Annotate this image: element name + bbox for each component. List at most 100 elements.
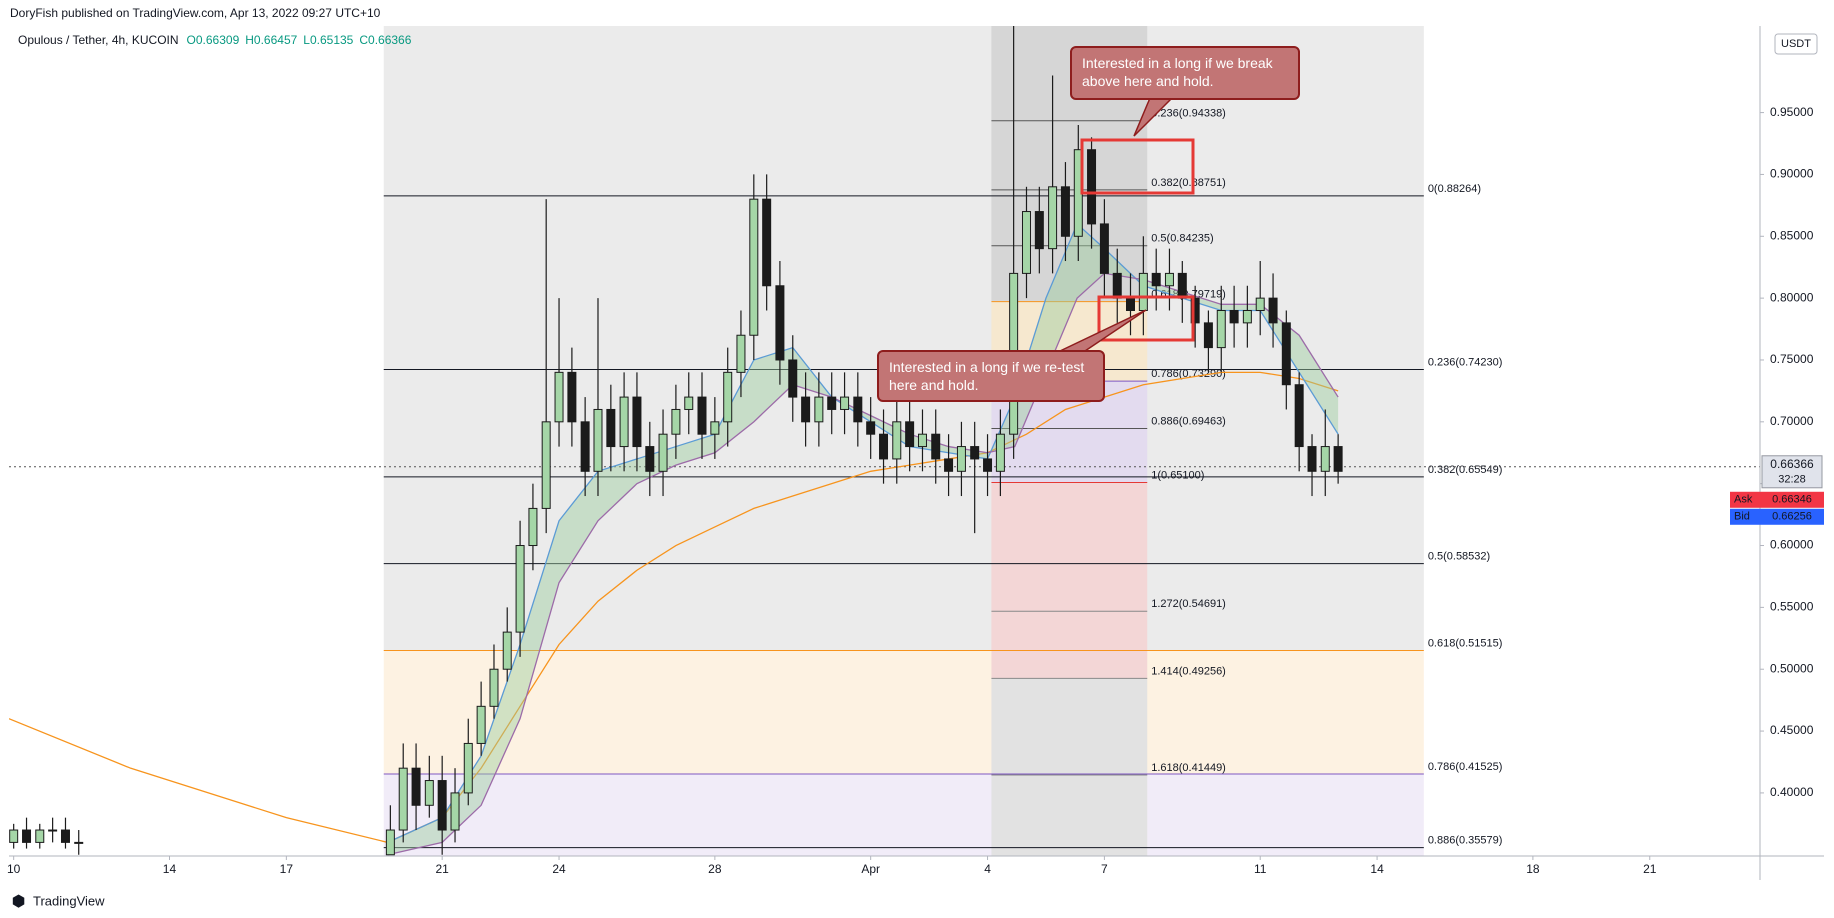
candle-body	[515, 545, 525, 633]
candle-body	[9, 829, 19, 843]
brand-logo: ⬢	[12, 893, 25, 910]
candle-body	[1242, 310, 1252, 324]
x-tick-label: 7	[1101, 862, 1108, 876]
y-tick-label: 0.85000	[1770, 228, 1814, 242]
x-tick-label: 28	[708, 862, 722, 876]
x-tick-label: 17	[280, 862, 294, 876]
published-line: DoryFish published on TradingView.com, A…	[10, 6, 381, 20]
x-tick-label: 24	[552, 862, 566, 876]
x-tick-label: 10	[7, 862, 21, 876]
candle-body	[593, 408, 603, 472]
bid-tag	[1730, 508, 1824, 525]
fib-label: 0.618(0.51515)	[1428, 637, 1503, 649]
fib-zone	[991, 482, 1148, 679]
fib-zone	[383, 774, 1424, 856]
y-tick-label: 0.60000	[1770, 538, 1814, 552]
ask-label: Ask	[1734, 494, 1753, 506]
candle-body	[541, 421, 551, 509]
candle-body	[60, 829, 70, 843]
fib-label: 0(0.88264)	[1428, 183, 1481, 195]
candle-body	[840, 396, 850, 410]
candle-body	[1060, 186, 1070, 237]
candle-body	[1021, 211, 1031, 274]
fib-label: 1.618(0.41449)	[1151, 762, 1226, 774]
candle-body	[853, 396, 863, 423]
fib-zone	[383, 26, 1424, 651]
candle-body	[528, 507, 538, 547]
candle-body	[1333, 446, 1343, 472]
ask-value: 0.66346	[1772, 494, 1812, 506]
ohlc-label: H0.66457	[245, 33, 297, 47]
candle-body	[1281, 322, 1291, 386]
candle-body	[931, 433, 941, 460]
ohlc-label: O0.66309	[187, 33, 240, 47]
candle-body	[1268, 297, 1278, 324]
x-tick-label: 14	[1370, 862, 1384, 876]
candle-body	[671, 408, 681, 435]
candle-body	[970, 446, 980, 460]
candle-body	[788, 359, 798, 398]
candle-body	[879, 433, 889, 460]
fib-label: 0.886(0.35579)	[1428, 835, 1503, 847]
candle-body	[489, 668, 499, 707]
candle-body	[411, 767, 421, 806]
fib-label: 0.5(0.58532)	[1428, 551, 1490, 563]
last-price-tag	[1761, 455, 1823, 489]
x-tick-label: 14	[163, 862, 177, 876]
candle-body	[619, 396, 629, 448]
candle-body	[944, 458, 954, 472]
candle-body	[995, 433, 1005, 472]
candle-body	[48, 829, 58, 832]
axes: 0.95000 0.90000 0.85000 0.80000 0.75000 0.700…	[7, 105, 1824, 876]
candle-body	[736, 334, 746, 373]
candle-body	[580, 421, 590, 472]
currency: USDT	[1781, 38, 1811, 50]
candle-body	[502, 631, 512, 670]
candle-body	[658, 433, 668, 472]
candle-body	[1125, 297, 1135, 312]
ohlc-label: L0.65135	[303, 33, 353, 47]
left-margin	[0, 26, 8, 856]
candle-body	[424, 780, 434, 806]
candle-body	[1099, 223, 1109, 274]
fib-label: 0.236(0.74230)	[1428, 356, 1503, 368]
callout-text: Interested in a long if we re-test here …	[877, 350, 1105, 402]
candle-body	[917, 433, 927, 448]
candle-body	[632, 396, 642, 448]
moving-average	[9, 371, 1339, 844]
fib-label: 0.5(0.84235)	[1151, 233, 1213, 245]
ohlc-label: C0.66366	[359, 33, 411, 47]
candle-body	[1048, 186, 1058, 250]
candle-body	[1087, 149, 1097, 225]
callout: Interested in a long if we re-test here …	[877, 350, 1105, 402]
candle-body	[35, 829, 45, 843]
x-tick-label: 21	[435, 862, 449, 876]
fib-zone	[383, 650, 1424, 775]
candle-body	[723, 371, 733, 423]
fib-label: 0.786(0.73290)	[1151, 368, 1226, 380]
fib-zone	[991, 678, 1148, 856]
fib-label: 0.786(0.41525)	[1428, 761, 1503, 773]
symbol-title: Opulous / Tether, 4h, KUCOIN	[18, 33, 179, 47]
highlight-box	[1097, 295, 1195, 342]
candle-body	[645, 446, 655, 472]
y-tick-label: 0.55000	[1770, 600, 1814, 614]
bid-value: 0.66256	[1772, 511, 1812, 523]
callout: Interested in a long if we break above h…	[1070, 46, 1300, 100]
candle-body	[463, 742, 473, 794]
x-tick-label: 18	[1526, 862, 1540, 876]
brand: TradingView	[33, 893, 105, 908]
candle-body	[905, 421, 915, 448]
last-price: 0.66366	[1770, 457, 1814, 471]
candle-body	[1320, 446, 1330, 472]
x-tick-label: 11	[1254, 862, 1267, 876]
countdown: 32:28	[1778, 474, 1806, 486]
x-tick-label: Apr	[861, 862, 880, 876]
candle-body	[697, 396, 707, 435]
candle-body	[1203, 322, 1213, 349]
candle-body	[1034, 211, 1044, 250]
callout-text: Interested in a long if we break above h…	[1070, 46, 1300, 100]
candle-body	[1294, 384, 1304, 448]
candle-body	[684, 396, 694, 410]
